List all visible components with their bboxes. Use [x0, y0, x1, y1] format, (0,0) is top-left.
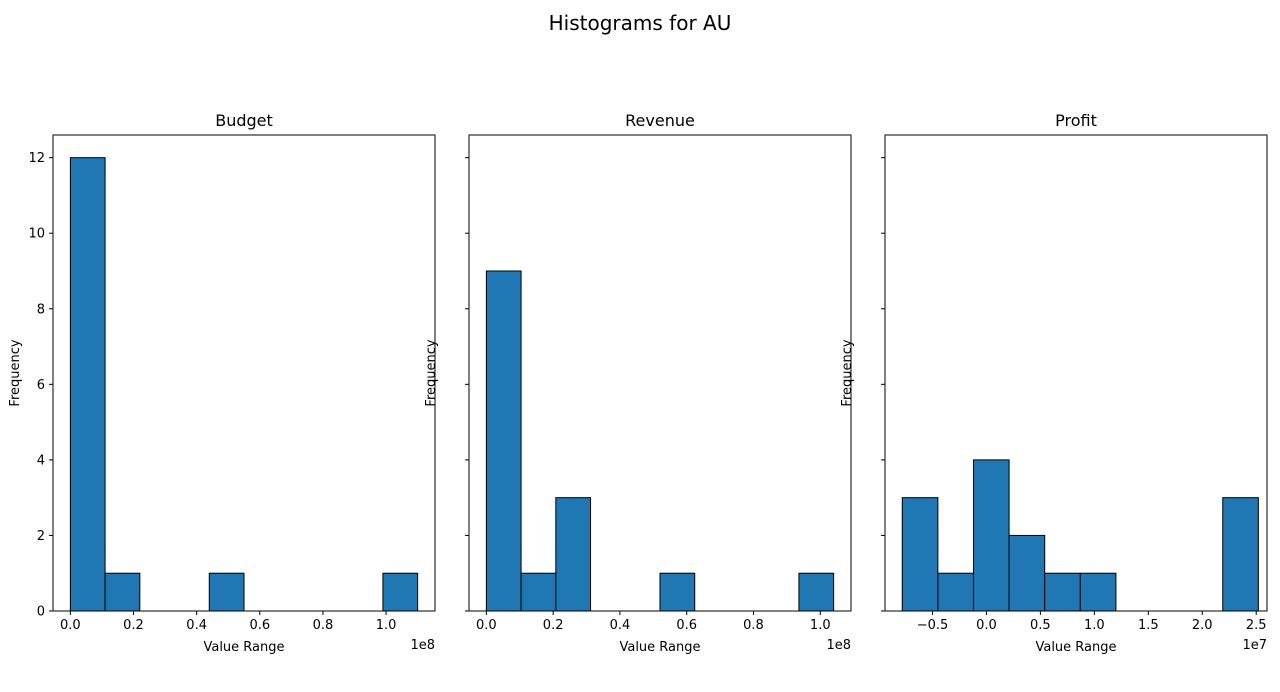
histogram-bar	[1044, 572, 1081, 612]
panel-budget: 0.0 0.2 0.4 0.6 0.8 1.0 0 2 4 6 8 10 12 Budget Value R…	[8, 111, 436, 655]
axes-frame	[52, 134, 436, 612]
y-tick-label: 8	[37, 302, 45, 317]
y-tick-label: 10	[28, 227, 45, 242]
histogram-bar	[555, 497, 592, 612]
y-tick-label: 4	[37, 453, 45, 468]
histogram-bar	[1079, 572, 1117, 612]
y-axis-label: Frequency	[840, 339, 855, 406]
x-tick-label: −0.5	[917, 618, 949, 633]
y-axis-label: Frequency	[8, 339, 23, 406]
x-tick-label: 0.0	[476, 618, 497, 633]
histogram-bar	[485, 270, 522, 612]
panel-profit: −0.5 0.0 0.5 1.0 1.5 2.0 2.5 Profit Value Range F…	[840, 111, 1268, 655]
histogram-bar	[1008, 534, 1046, 612]
y-axis-label: Frequency	[424, 339, 439, 406]
panel-title: Profit	[1055, 111, 1097, 130]
x-tick-label: 0.0	[60, 618, 81, 633]
histogram-bar	[104, 572, 141, 612]
panel-title: Budget	[215, 111, 273, 130]
y-tick-label: 0	[37, 605, 45, 620]
x-tick-label: 2.5	[1246, 618, 1267, 633]
x-axis-label: Value Range	[1035, 640, 1116, 655]
histogram-bar	[972, 459, 1010, 612]
histogram-bar	[1222, 497, 1259, 612]
y-tick-label: 6	[37, 378, 45, 393]
x-axis-label: Value Range	[203, 640, 284, 655]
y-tick-label: 12	[28, 151, 45, 166]
panel-title: Revenue	[625, 111, 695, 130]
histogram-bar	[659, 572, 696, 612]
x-tick-label: 0.2	[543, 618, 564, 633]
x-tick-label: 0.6	[249, 618, 270, 633]
x-tick-label: 1.0	[1084, 618, 1105, 633]
x-tick-label: 0.0	[976, 618, 997, 633]
axes-frame	[468, 134, 852, 612]
histogram-bar	[901, 497, 939, 612]
x-axis-label: Value Range	[619, 640, 700, 655]
x-tick-label: 1.0	[810, 618, 831, 633]
x-tick-label: 0.5	[1030, 618, 1051, 633]
x-tick-label: 0.2	[123, 618, 144, 633]
x-tick-label: 0.4	[186, 618, 207, 633]
x-offset-text: 1e8	[410, 638, 435, 653]
histogram-bar	[937, 572, 974, 612]
axes-frame	[884, 134, 1268, 612]
x-tick-label: 1.0	[376, 618, 397, 633]
histogram-bar	[69, 157, 106, 612]
histogram-bar	[208, 572, 245, 612]
histogram-bar	[520, 572, 557, 612]
histogram-bar	[798, 572, 835, 612]
x-tick-label: 0.6	[676, 618, 697, 633]
histogram-bar	[382, 572, 419, 612]
x-offset-text: 1e8	[826, 638, 851, 653]
figure-title: Histograms for AU	[549, 11, 732, 35]
x-tick-label: 2.0	[1192, 618, 1213, 633]
x-tick-label: 0.4	[610, 618, 631, 633]
y-tick-label: 2	[37, 529, 45, 544]
panel-revenue: 0.0 0.2 0.4 0.6 0.8 1.0 Revenue Value Range Freq…	[424, 111, 852, 655]
x-tick-label: 1.5	[1138, 618, 1159, 633]
x-tick-label: 0.8	[313, 618, 334, 633]
x-tick-label: 0.8	[743, 618, 764, 633]
x-offset-text: 1e7	[1242, 638, 1267, 653]
